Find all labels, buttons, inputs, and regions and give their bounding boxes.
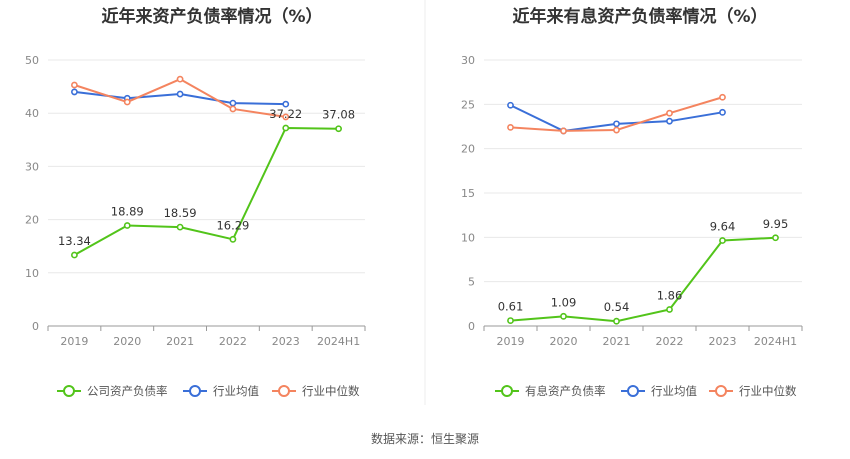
data-point-industry-median [719, 93, 726, 101]
data-point-industry-avg [666, 117, 673, 125]
data-point-industry-median [507, 123, 514, 131]
data-point-company [71, 251, 78, 259]
data-point-industry-median [282, 113, 290, 121]
legend-marker-icon [627, 385, 639, 397]
legend-label: 行业均值 [213, 384, 259, 398]
data-point-industry-avg [719, 108, 726, 116]
y-tick-label: 40 [25, 107, 39, 120]
series-line-industry-median [74, 78, 286, 118]
data-point-industry-median [123, 98, 131, 106]
series-line-company [510, 236, 776, 323]
legend-marker-icon [715, 385, 727, 397]
interest-debt-ratio-chart: 近年来有息资产负债率情况（%） 0 5 10 15 20 25 30 2019 2020 2021… [461, 6, 803, 398]
x-tick-label: 2022 [656, 335, 684, 348]
data-point-industry-median [613, 126, 620, 134]
x-tick-label: 2019 [497, 335, 525, 348]
x-tick-label: 2022 [219, 335, 247, 348]
legend-item-industry-avg[interactable]: 行业均值 [183, 384, 259, 398]
data-point-industry-avg [613, 120, 620, 128]
data-point-company [335, 125, 342, 133]
legend-label: 行业中位数 [302, 384, 360, 398]
legend-item-industry-median[interactable]: 行业中位数 [709, 384, 797, 398]
legend-label: 行业中位数 [739, 384, 797, 398]
y-tick-label: 25 [461, 98, 475, 111]
y-tick-label: 0 [468, 320, 475, 333]
data-label: 13.34 [58, 234, 91, 248]
data-point-industry-median [71, 81, 78, 89]
x-tick-label: 2024H1 [317, 335, 360, 348]
legend-label: 有息资产负债率 [525, 384, 606, 398]
chart-title: 近年来有息资产负债率情况（%） [512, 6, 767, 27]
x-tick-label: 2021 [166, 335, 194, 348]
x-tick-label: 2023 [709, 335, 737, 348]
data-source-note: 数据来源：恒生聚源 [371, 431, 479, 446]
data-label: 9.64 [710, 220, 736, 234]
data-point-company [229, 235, 237, 243]
data-point-industry-avg [71, 88, 78, 96]
legend-marker-icon [278, 385, 290, 397]
y-tick-label: 30 [25, 160, 39, 173]
data-point-industry-avg [507, 101, 514, 109]
legend-item-company[interactable]: 有息资产负债率 [495, 384, 606, 398]
legend-marker-icon [189, 385, 201, 397]
data-label: 0.54 [604, 300, 630, 314]
data-label: 1.09 [551, 295, 577, 309]
y-tick-label: 20 [25, 214, 39, 227]
data-label: 0.61 [498, 300, 524, 314]
y-tick-label: 50 [25, 54, 39, 67]
data-point-company [176, 223, 184, 231]
data-point-company [282, 124, 290, 132]
legend-item-company[interactable]: 公司资产负债率 [57, 384, 168, 398]
x-tick-label: 2024H1 [754, 335, 797, 348]
x-tick-label: 2020 [550, 335, 578, 348]
data-label: 18.89 [111, 205, 144, 219]
y-tick-label: 20 [461, 143, 475, 156]
legend-label: 公司资产负债率 [87, 384, 168, 398]
legend-item-industry-median[interactable]: 行业中位数 [272, 384, 360, 398]
data-point-industry-median [560, 127, 567, 135]
data-point-industry-median [176, 75, 184, 83]
data-point-company [507, 317, 514, 324]
series-line-company [73, 126, 339, 256]
data-point-company [772, 234, 779, 242]
data-point-industry-avg [176, 90, 184, 98]
legend-marker-icon [63, 385, 75, 397]
data-label: 16.29 [216, 218, 249, 232]
data-label: 37.22 [269, 107, 302, 121]
x-tick-label: 2019 [60, 335, 88, 348]
x-tick-label: 2023 [272, 335, 300, 348]
data-label: 37.08 [322, 108, 355, 122]
legend-label: 行业均值 [651, 384, 697, 398]
legend-marker-icon [501, 385, 513, 397]
data-point-company [719, 237, 726, 244]
data-label: 9.95 [763, 217, 789, 231]
data-point-company [560, 312, 567, 320]
y-tick-label: 0 [32, 320, 39, 333]
data-point-company [613, 317, 620, 325]
data-point-industry-median [229, 105, 237, 113]
data-point-company [123, 222, 131, 229]
x-tick-label: 2021 [603, 335, 631, 348]
y-tick-label: 30 [461, 54, 475, 67]
data-point-company [666, 306, 673, 313]
legend-item-industry-avg[interactable]: 行业均值 [621, 384, 697, 398]
debt-ratio-chart: 近年来资产负债率情况（%） 0 10 20 30 40 50 2019 2020 2021 202… [25, 6, 366, 398]
chart-title: 近年来资产负债率情况（%） [101, 6, 322, 27]
data-point-industry-avg [282, 100, 290, 108]
data-label: 18.59 [164, 206, 197, 220]
data-point-industry-avg [229, 99, 237, 107]
y-tick-label: 10 [25, 267, 39, 280]
data-point-industry-median [666, 109, 673, 117]
data-label: 1.86 [657, 289, 683, 303]
y-tick-label: 10 [461, 231, 475, 244]
y-tick-label: 5 [468, 276, 475, 289]
x-tick-label: 2020 [113, 335, 141, 348]
y-tick-label: 15 [461, 187, 475, 200]
